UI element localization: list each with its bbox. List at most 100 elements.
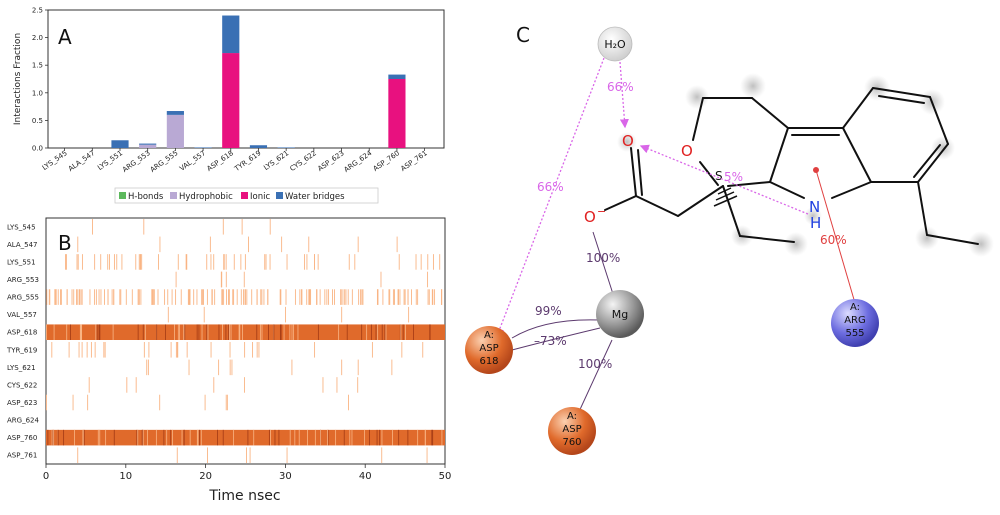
heatmap-contact — [81, 324, 83, 340]
heatmap-contact — [203, 289, 204, 305]
heatmap-contact — [95, 289, 97, 305]
heatmap-contact — [137, 429, 139, 446]
heatmap-contact — [87, 394, 89, 411]
heatmap-contact — [256, 324, 258, 340]
heatmap-contact — [299, 289, 301, 305]
heatmap-contact — [140, 254, 142, 270]
x-tick-label: LYS_545 — [41, 149, 69, 172]
heatmap-contact — [394, 289, 395, 305]
heatmap-contact — [268, 429, 270, 446]
heatmap-contact — [193, 289, 195, 305]
heatmap-contact — [77, 236, 79, 253]
heatmap-contact — [175, 289, 177, 305]
heatmap-contact — [113, 289, 115, 305]
asp618-mg-percent-2: –73% — [534, 334, 567, 348]
heatmap-contact — [155, 429, 157, 446]
heatmap-contact — [229, 359, 231, 376]
bar-chart-frame — [47, 9, 445, 149]
heatmap-contact — [357, 359, 359, 376]
heatmap-contact — [297, 324, 299, 340]
heatmap-contact — [147, 429, 148, 446]
heatmap-contact — [240, 254, 242, 270]
heatmap-contact — [381, 429, 383, 446]
y-tick-label: 0.0 — [32, 145, 43, 153]
heatmap-contact — [427, 254, 429, 270]
heatmap-contact — [71, 289, 73, 305]
heatmap-contact — [410, 289, 412, 305]
heatmap-contact — [251, 289, 253, 305]
stereo-label: S — [715, 169, 723, 183]
heatmap-contact — [236, 289, 238, 305]
heatmap-contact — [354, 254, 356, 270]
heatmap-contact — [402, 324, 404, 340]
heatmap-contact — [141, 429, 143, 446]
heatmap-contact — [396, 236, 398, 253]
heatmap-contact — [348, 394, 349, 411]
heatmap-contact — [82, 429, 84, 446]
heatmap-contact — [422, 342, 424, 358]
heatmap-contact — [332, 289, 333, 305]
heatmap-contact — [279, 324, 281, 340]
heatmap-contact — [432, 289, 434, 305]
heatmap-contact — [63, 429, 65, 446]
heatmap-contact — [141, 254, 143, 270]
heatmap-contact — [211, 289, 213, 305]
cation-pi-line — [815, 169, 856, 304]
heatmap-contact — [57, 429, 59, 446]
panel-label-c: C — [516, 23, 530, 47]
heatmap-contact — [379, 429, 381, 446]
heatmap-contact — [113, 254, 115, 270]
metal-line-mg-asp760 — [576, 339, 613, 417]
heatmap-contact — [175, 342, 177, 358]
y-tick-label: 2.5 — [32, 7, 43, 15]
heatmap-contact — [253, 429, 255, 446]
metal-line-asp618-mg-1 — [511, 319, 601, 339]
heatmap-contact — [175, 271, 177, 288]
heatmap-contact — [269, 219, 271, 235]
heatmap-contact — [116, 254, 118, 270]
heatmap-contact — [188, 289, 190, 305]
heatmap-contact — [233, 429, 235, 446]
nh-nitrogen: N — [809, 198, 820, 216]
x-tick-label: CYS_622 — [289, 149, 318, 173]
heatmap-contact — [403, 289, 405, 305]
heatmap-contact — [140, 289, 142, 305]
heatmap-contact — [357, 236, 359, 253]
heatmap-xlabel: Time nsec — [208, 488, 280, 504]
heatmap-contact — [361, 324, 363, 340]
heatmap-contact — [407, 289, 409, 305]
heatmap-contact — [388, 289, 390, 305]
heatmap-contact — [105, 429, 107, 446]
heatmap-contact — [136, 429, 138, 446]
heatmap-contact — [389, 289, 391, 305]
heatmap-contact — [171, 429, 173, 446]
heatmap-contact — [146, 359, 148, 376]
heatmap-contact — [273, 324, 275, 340]
arg-percent: 60% — [820, 233, 847, 247]
heatmap-contact — [342, 289, 344, 305]
bar-segment — [277, 147, 295, 148]
legend-swatch-water-bridges — [276, 192, 283, 199]
heatmap-contact — [376, 289, 378, 305]
heatmap-contact — [94, 342, 96, 358]
heatmap-contact — [167, 289, 169, 305]
heatmap-contact — [206, 324, 208, 340]
heatmap-contact — [285, 289, 287, 305]
heatmap-contact — [294, 429, 296, 446]
heatmap-contact — [306, 254, 308, 270]
heatmap-contact — [264, 254, 266, 270]
heatmap-contact — [46, 289, 48, 305]
heatmap-contact — [202, 289, 204, 305]
heatmap-contact — [252, 342, 254, 358]
heatmap-contact — [179, 324, 180, 340]
heatmap-contact — [210, 254, 212, 270]
heatmap-contact — [249, 447, 251, 463]
heatmap-contact — [265, 254, 267, 270]
heatmap-row-label: ASP_760 — [7, 434, 37, 442]
heatmap-contact — [358, 289, 360, 305]
heatmap-contact — [73, 289, 75, 305]
arg555-name: ARG — [844, 315, 866, 326]
x-tick-label: TYR_619 — [232, 149, 262, 173]
heatmap-contact — [156, 324, 158, 340]
bar-segment — [222, 15, 240, 54]
